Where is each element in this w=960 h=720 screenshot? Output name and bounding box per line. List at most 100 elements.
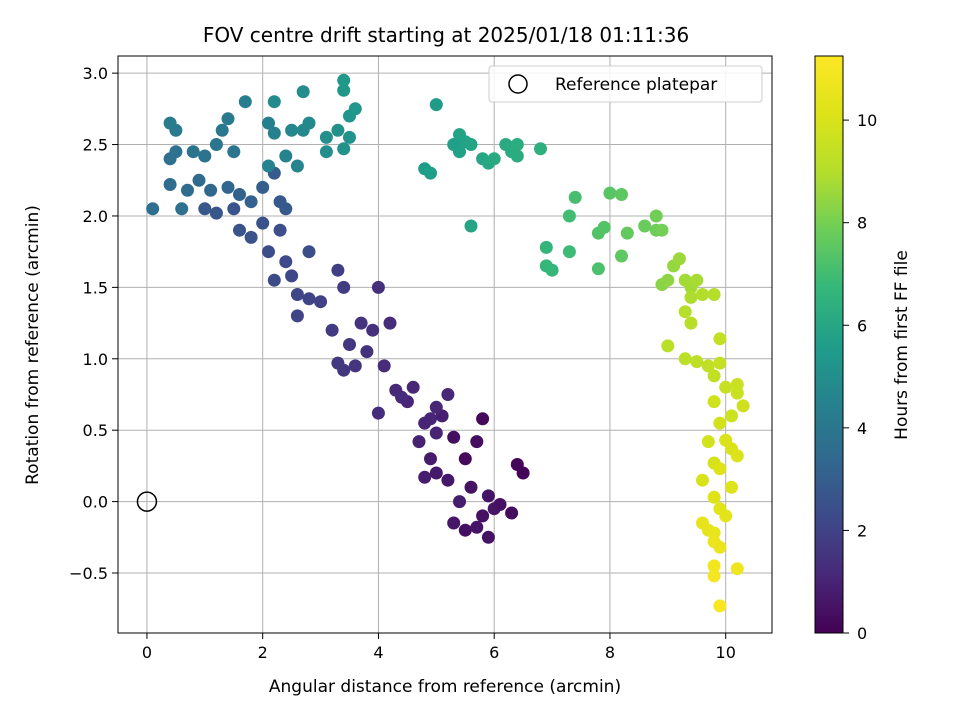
data-point xyxy=(707,288,721,301)
data-point xyxy=(568,190,582,204)
data-point xyxy=(464,138,478,151)
data-point xyxy=(331,356,345,370)
data-point xyxy=(279,255,293,269)
x-tick-label: 10 xyxy=(716,643,736,662)
data-point xyxy=(453,145,466,159)
data-point xyxy=(684,316,698,330)
data-point xyxy=(429,426,443,440)
data-point xyxy=(707,369,721,383)
data-point xyxy=(395,390,409,404)
data-point xyxy=(534,142,547,156)
data-point xyxy=(337,73,351,87)
data-point xyxy=(713,599,727,613)
x-tick-label: 6 xyxy=(489,643,499,662)
data-point xyxy=(690,273,704,287)
data-point xyxy=(487,152,501,166)
x-tick-label: 4 xyxy=(373,643,383,662)
data-point xyxy=(597,220,611,234)
data-point xyxy=(505,506,519,520)
data-point xyxy=(262,245,275,259)
data-point xyxy=(707,395,721,409)
data-point xyxy=(279,202,293,216)
data-point xyxy=(649,209,663,223)
y-tick-label: 1.5 xyxy=(83,278,108,297)
data-point xyxy=(198,202,212,216)
data-point xyxy=(215,123,229,137)
legend-box xyxy=(488,65,763,103)
data-point xyxy=(603,186,617,200)
data-point xyxy=(244,230,258,244)
legend-entry: Reference platepar xyxy=(555,75,717,95)
data-point xyxy=(221,112,235,126)
data-point xyxy=(441,473,455,487)
data-point xyxy=(464,219,478,233)
data-point xyxy=(713,332,727,346)
data-point xyxy=(181,183,194,197)
y-tick-label: 0.0 xyxy=(83,493,108,512)
data-point xyxy=(638,219,652,233)
y-axis: −0.5 0.0 0.5 1.0 1.5 2.0 2.5 3.0 xyxy=(69,64,118,583)
data-point xyxy=(707,559,721,573)
data-point xyxy=(591,262,605,276)
reference-platepar-marker xyxy=(136,491,158,512)
data-point xyxy=(615,249,628,263)
data-point xyxy=(360,345,374,359)
data-point xyxy=(233,188,246,201)
data-point xyxy=(163,116,177,130)
data-point xyxy=(285,269,299,283)
data-point xyxy=(516,466,530,480)
data-point xyxy=(453,495,466,509)
legend: Reference platepar xyxy=(488,65,763,103)
data-point xyxy=(429,400,443,414)
data-point xyxy=(383,316,397,330)
data-point xyxy=(447,516,461,530)
data-point xyxy=(256,180,270,194)
data-point xyxy=(655,223,669,237)
data-point xyxy=(209,138,223,151)
data-point xyxy=(719,509,733,523)
data-point xyxy=(348,359,362,373)
y-axis-label: Rotation from reference (arcmin) xyxy=(23,205,43,485)
data-point xyxy=(707,569,721,583)
data-point xyxy=(730,562,744,576)
legend-marker xyxy=(508,74,528,94)
data-point xyxy=(319,130,333,144)
data-point xyxy=(464,480,478,494)
data-point xyxy=(429,98,443,112)
data-point xyxy=(701,359,715,373)
y-tick-label: 0.5 xyxy=(83,421,108,440)
data-point xyxy=(302,292,316,306)
data-point xyxy=(424,412,437,426)
data-point xyxy=(696,473,709,487)
data-point xyxy=(672,252,686,266)
data-point xyxy=(325,323,339,337)
data-point xyxy=(227,145,241,159)
colorbar-ticks: 0 2 4 6 8 10 xyxy=(843,111,877,643)
data-point xyxy=(412,435,426,449)
data-point xyxy=(678,352,692,366)
chart-title: FOV centre drift starting at 2025/01/18 … xyxy=(203,23,689,47)
x-tick-label: 0 xyxy=(142,643,152,662)
data-point xyxy=(163,178,177,191)
data-point xyxy=(296,85,310,99)
colorbar-tick-label: 10 xyxy=(857,111,877,130)
colorbar-label: Hours from first FF file xyxy=(892,250,912,440)
data-point xyxy=(262,159,275,173)
data-point xyxy=(539,240,553,254)
data-point xyxy=(146,202,160,216)
y-tick-label: 2.0 xyxy=(83,207,108,226)
data-point xyxy=(661,273,675,287)
colorbar xyxy=(815,56,843,633)
data-point xyxy=(343,338,356,351)
data-point xyxy=(221,180,235,194)
data-point xyxy=(331,123,345,137)
data-point xyxy=(476,509,490,523)
data-point xyxy=(713,462,727,476)
data-point xyxy=(453,128,466,142)
x-tick-label: 8 xyxy=(605,643,615,662)
data-point xyxy=(192,173,206,187)
colorbar-tick-label: 4 xyxy=(857,419,867,438)
data-point xyxy=(175,202,189,216)
data-point xyxy=(267,126,281,140)
